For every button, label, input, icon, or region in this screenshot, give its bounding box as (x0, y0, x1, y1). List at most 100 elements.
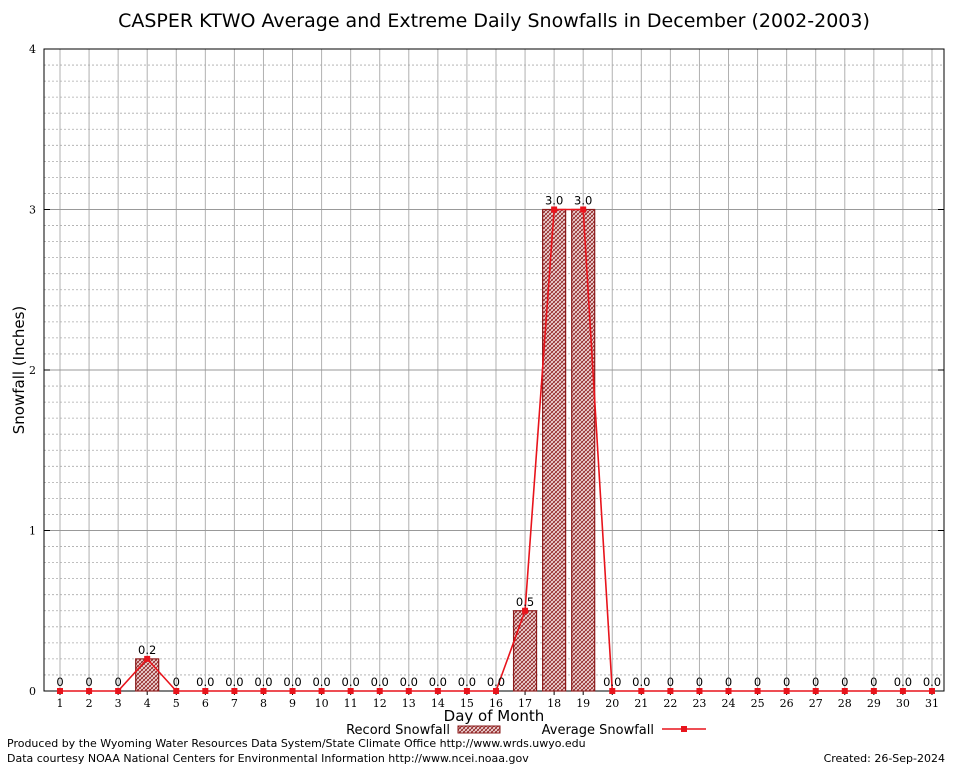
average-point (667, 688, 674, 694)
data-label: 0.0 (894, 675, 912, 689)
x-tick-label: 5 (173, 697, 180, 710)
x-tick-label: 1 (57, 697, 64, 710)
y-tick-label: 1 (29, 525, 36, 538)
x-tick-label: 3 (115, 697, 122, 710)
average-point (173, 688, 180, 694)
x-tick-label: 30 (896, 697, 910, 710)
x-tick-label: 26 (780, 697, 794, 710)
average-point (260, 688, 267, 694)
chart-title: CASPER KTWO Average and Extreme Daily Sn… (118, 10, 870, 32)
x-tick-label: 7 (231, 697, 238, 710)
average-point (638, 688, 645, 694)
footer-data-source: Data courtesy NOAA National Centers for … (7, 752, 529, 765)
y-tick-label: 0 (29, 685, 36, 698)
x-tick-label: 6 (202, 697, 209, 710)
record-bar (542, 208, 567, 692)
data-label: 0 (667, 675, 674, 689)
data-label: 0.0 (632, 675, 650, 689)
data-label: 0.0 (923, 675, 941, 689)
y-tick-label: 2 (29, 364, 36, 377)
data-label: 0.0 (400, 675, 418, 689)
average-point (115, 688, 122, 694)
x-tick-label: 29 (867, 697, 881, 710)
legend-average-swatch-marker (681, 726, 687, 732)
average-point (463, 688, 470, 694)
data-label: 0 (173, 675, 180, 689)
x-tick-label: 25 (751, 697, 765, 710)
legend-record-label: Record Snowfall (346, 723, 450, 738)
average-point (609, 688, 616, 694)
average-point (202, 688, 209, 694)
record-bar (512, 610, 538, 692)
x-tick-label: 11 (344, 697, 358, 710)
data-label: 0 (783, 675, 790, 689)
x-tick-label: 8 (260, 697, 267, 710)
record-bar (135, 658, 160, 692)
average-point (899, 688, 906, 694)
data-label: 3.0 (545, 194, 563, 208)
x-tick-label: 24 (722, 697, 736, 710)
average-point (347, 688, 354, 694)
record-bar (571, 208, 596, 692)
average-point (870, 688, 877, 694)
x-tick-label: 9 (289, 697, 296, 710)
x-tick-label: 16 (489, 697, 503, 710)
y-tick-label: 3 (29, 204, 36, 217)
data-label: 0.0 (312, 675, 330, 689)
average-point (551, 206, 558, 213)
average-point (318, 688, 325, 694)
x-tick-label: 4 (144, 697, 151, 710)
data-labels: 0 0 0 0.2 0 0.0 0.0 0.0 0.0 0.0 0.0 0.0 0.0 0.0 0.0 0.0… (56, 194, 941, 690)
data-label: 0.0 (458, 675, 476, 689)
grid-lines (44, 49, 944, 691)
x-tick-label: 10 (315, 697, 329, 710)
x-tick-label: 17 (518, 697, 532, 710)
data-label: 0.0 (225, 675, 243, 689)
x-tick-label: 22 (663, 697, 677, 710)
average-point (144, 655, 151, 662)
data-label: 0 (754, 675, 761, 689)
x-tick-label: 21 (634, 697, 648, 710)
data-label: 0.5 (516, 595, 534, 609)
average-point (522, 607, 529, 614)
x-tick-label: 14 (431, 697, 445, 710)
average-snowfall-line (57, 206, 935, 694)
legend-average-label: Average Snowfall (542, 723, 654, 738)
y-axis-title: Snowfall (Inches) (10, 306, 28, 434)
average-point (376, 688, 383, 694)
data-label: 0 (870, 675, 877, 689)
x-tick-label: 23 (692, 697, 706, 710)
data-label: 0.0 (254, 675, 272, 689)
data-label: 0.0 (196, 675, 214, 689)
average-point (405, 688, 412, 694)
data-label: 0 (696, 675, 703, 689)
data-label: 0.0 (342, 675, 360, 689)
data-label: 0 (56, 675, 63, 689)
data-label: 0 (812, 675, 819, 689)
legend-record-swatch (457, 725, 501, 734)
average-point (841, 688, 848, 694)
x-tick-label: 15 (460, 697, 474, 710)
data-label: 3.0 (574, 194, 592, 208)
y-axis-ticks: 0 1 2 3 4 (29, 43, 944, 698)
average-point (580, 206, 587, 213)
average-point (928, 688, 935, 694)
footer-created: Created: 26-Sep-2024 (824, 752, 945, 765)
average-point (86, 688, 93, 694)
x-tick-label: 18 (547, 697, 561, 710)
average-point (492, 688, 499, 694)
x-tick-label: 13 (402, 697, 416, 710)
x-tick-label: 12 (373, 697, 387, 710)
y-tick-label: 4 (29, 43, 36, 56)
data-label: 0.2 (138, 643, 156, 657)
x-tick-label: 27 (809, 697, 823, 710)
data-label: 0.0 (371, 675, 389, 689)
data-label: 0 (725, 675, 732, 689)
average-point (231, 688, 238, 694)
x-tick-label: 28 (838, 697, 852, 710)
average-point (696, 688, 703, 694)
data-label: 0 (841, 675, 848, 689)
footer-producer: Produced by the Wyoming Water Resources … (7, 737, 586, 750)
data-label: 0.0 (429, 675, 447, 689)
